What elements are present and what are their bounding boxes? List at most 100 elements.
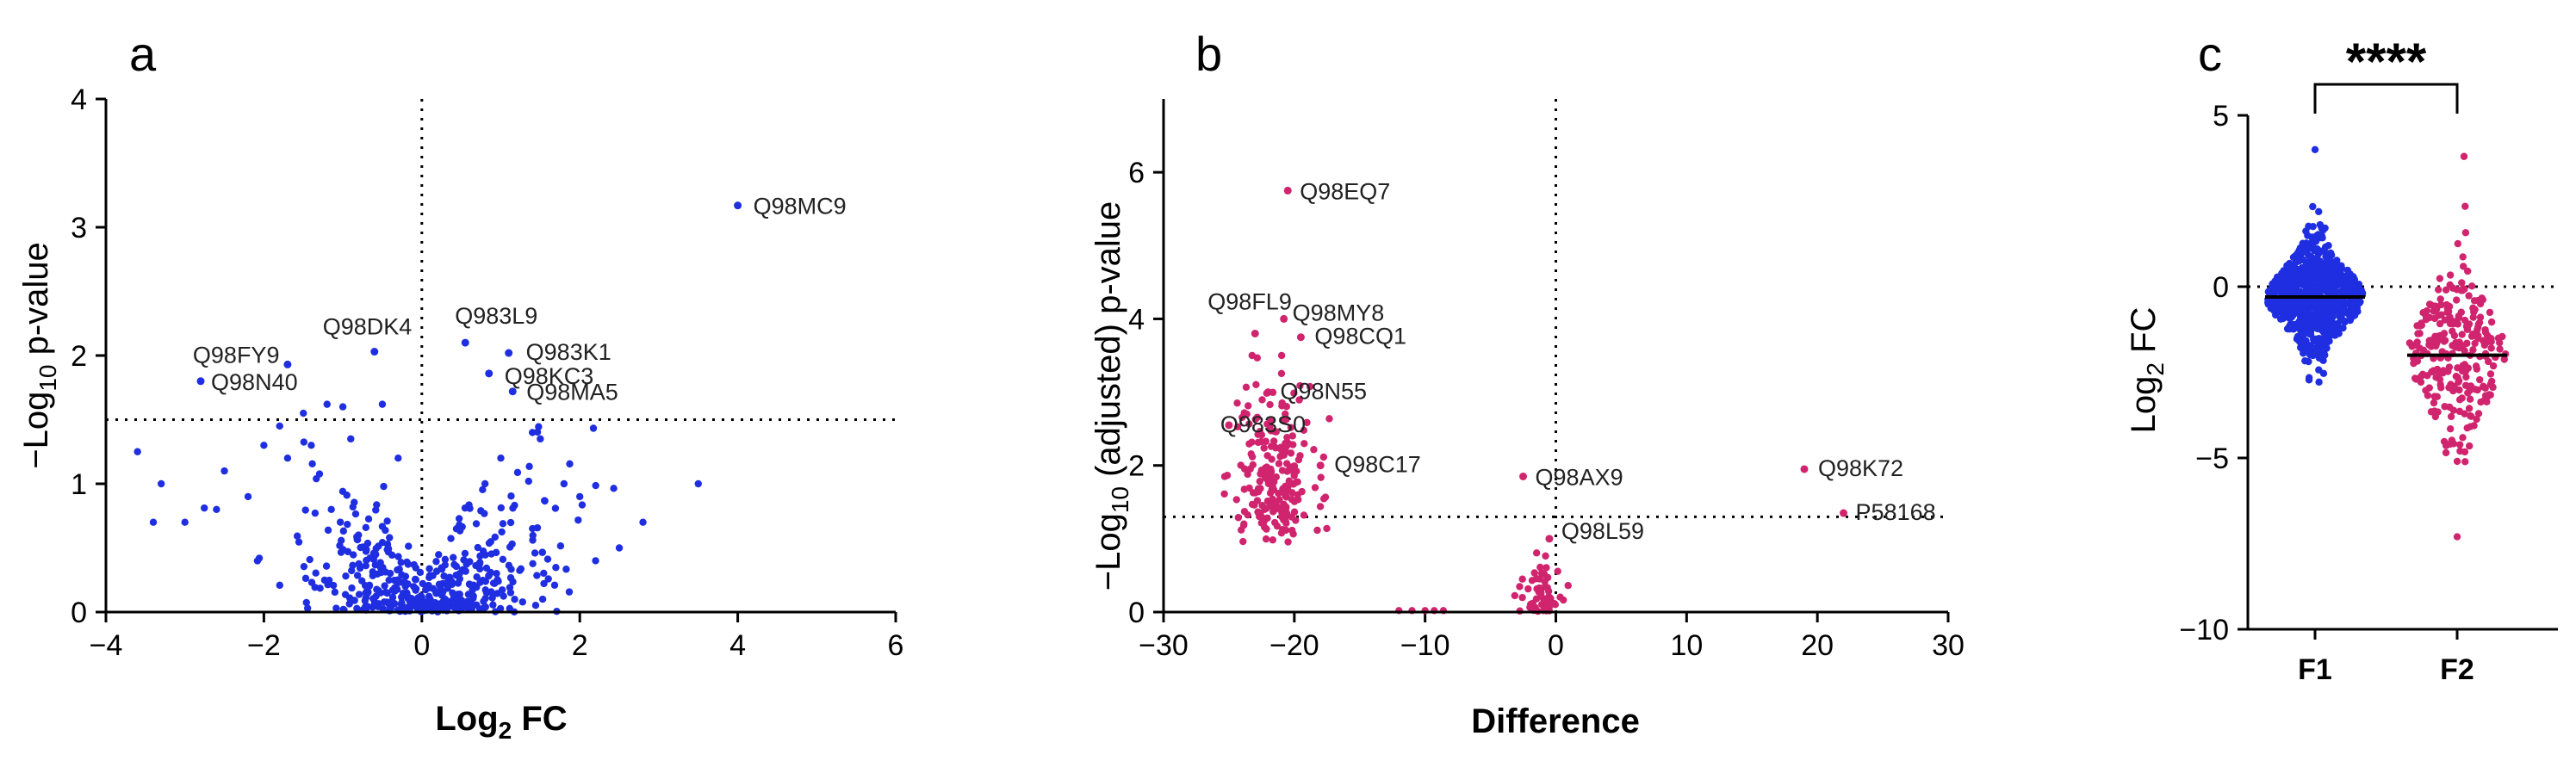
swarm-point-f1 <box>2336 262 2344 270</box>
data-point <box>1267 467 1276 476</box>
swarm-point-f1 <box>2307 286 2316 294</box>
data-point <box>1277 351 1286 360</box>
data-point <box>351 510 360 518</box>
panel-c-y-label: Log2 FC <box>2125 307 2169 434</box>
data-point <box>511 595 518 603</box>
data-point <box>482 589 491 597</box>
data-point <box>1245 402 1252 410</box>
panel-c-ticks: −10 −5 0 5 F1 F2 <box>2179 100 2558 686</box>
data-point <box>1254 508 1262 516</box>
data-point <box>472 561 480 570</box>
data-point <box>444 578 451 586</box>
swarm-point-f1 <box>2313 316 2321 324</box>
swarm-point-f1 <box>2323 327 2331 335</box>
swarm-point-f2 <box>2460 152 2468 160</box>
data-point <box>1284 538 1292 546</box>
data-point <box>437 585 444 592</box>
swarm-point-f1 <box>2356 298 2364 306</box>
data-point <box>343 492 351 499</box>
data-point <box>440 599 448 607</box>
labeled-data-point <box>283 360 292 368</box>
point-label: Q98C17 <box>1334 452 1421 478</box>
data-point <box>1294 491 1301 498</box>
swarm-point-f1 <box>2343 279 2351 288</box>
swarm-point-f2 <box>2444 368 2452 375</box>
swarm-point-f2 <box>2487 344 2495 352</box>
swarm-point-f2 <box>2467 423 2474 430</box>
swarm-point-f2 <box>2454 320 2462 328</box>
data-point <box>1551 601 1560 609</box>
data-point <box>382 598 391 606</box>
data-point <box>544 575 552 583</box>
data-point <box>498 586 506 594</box>
swarm-point-f1 <box>2325 271 2333 279</box>
data-point <box>1270 428 1279 436</box>
swarm-point-f1 <box>2310 279 2318 287</box>
data-point <box>1282 410 1289 418</box>
data-point <box>1300 426 1308 435</box>
swarm-point-f2 <box>2434 286 2443 294</box>
data-point <box>372 506 380 514</box>
labeled-data-point <box>1263 388 1272 397</box>
swarm-point-f2 <box>2433 393 2442 401</box>
swarm-point-f2 <box>2446 271 2455 279</box>
data-point <box>1319 453 1328 461</box>
data-point <box>543 555 552 563</box>
swarm-point-f2 <box>2496 345 2504 353</box>
data-point <box>410 583 418 591</box>
data-point <box>550 581 559 589</box>
swarm-point-f1 <box>2298 269 2306 278</box>
swarm-point-f2 <box>2500 356 2508 363</box>
swarm-point-f2 <box>2441 403 2449 411</box>
data-point <box>1288 495 1296 504</box>
swarm-point-f1 <box>2307 347 2316 356</box>
data-point <box>1272 473 1281 481</box>
data-point <box>1544 587 1553 595</box>
swarm-point-f1 <box>2315 207 2323 216</box>
swarm-point-f2 <box>2428 368 2436 376</box>
swarm-point-f1 <box>2345 270 2353 278</box>
data-point <box>1560 596 1567 604</box>
data-point <box>303 604 312 612</box>
swarm-point-f1 <box>2305 244 2313 252</box>
point-label: P58168 <box>1856 499 1936 525</box>
data-point <box>1220 490 1228 498</box>
swarm-point-f1 <box>2329 305 2337 312</box>
swarm-point-f2 <box>2453 533 2461 541</box>
data-point <box>1283 433 1291 442</box>
swarm-point-f2 <box>2455 312 2462 320</box>
swarm-point-f1 <box>2327 249 2335 257</box>
data-point <box>1241 465 1249 473</box>
swarm-point-f1 <box>2305 374 2313 381</box>
data-point <box>1538 570 1547 578</box>
data-point <box>315 470 324 478</box>
data-point <box>347 435 355 443</box>
data-point <box>432 558 440 566</box>
data-point <box>361 581 369 590</box>
data-point <box>615 544 624 552</box>
data-point <box>1245 484 1253 492</box>
data-point <box>610 485 618 492</box>
data-point <box>355 591 363 598</box>
swarm-point-f2 <box>2461 229 2470 237</box>
data-point <box>332 604 340 612</box>
y-tick-label: 5 <box>2213 100 2229 133</box>
y-tick-label: 3 <box>71 212 87 244</box>
data-point <box>497 504 506 512</box>
data-point <box>506 604 513 613</box>
data-point <box>431 600 438 609</box>
data-point <box>1277 446 1285 454</box>
data-point <box>1276 496 1283 504</box>
swarm-point-f1 <box>2282 288 2290 295</box>
data-point <box>383 517 391 525</box>
swarm-point-f1 <box>2283 273 2291 281</box>
swarm-point-f1 <box>2294 250 2301 258</box>
data-point <box>312 569 320 577</box>
data-point <box>388 593 397 602</box>
data-point <box>1564 581 1572 590</box>
data-point <box>435 551 443 559</box>
swarm-point-f1 <box>2303 342 2311 350</box>
swarm-point-f2 <box>2430 399 2438 407</box>
data-point <box>149 518 158 526</box>
data-point <box>1252 380 1260 388</box>
